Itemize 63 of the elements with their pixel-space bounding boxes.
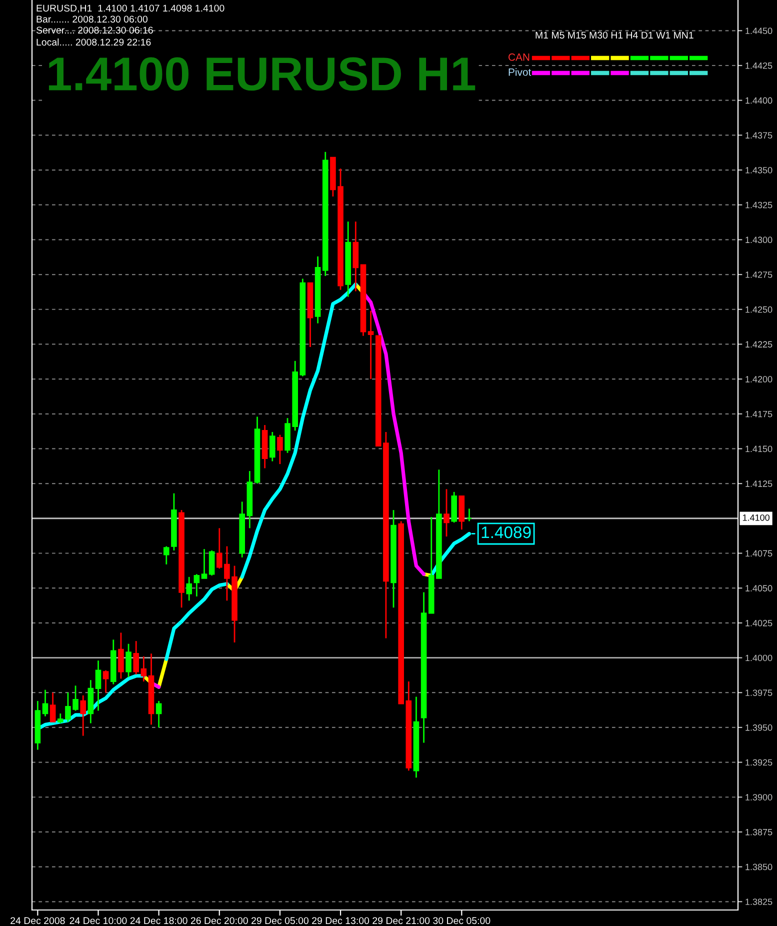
candlestick (269, 431, 276, 462)
y-tick-label: 1.4025 (746, 620, 772, 626)
annotation: Local..... 2008.12.29 22:16 (36, 38, 151, 46)
x-tick-label: 29 Dec 21:00 (372, 917, 430, 924)
y-tick-label: 1.4000 (746, 654, 772, 662)
y-tick-label: 1.4300 (746, 236, 772, 244)
y-tick-label: 1.4050 (746, 585, 772, 592)
y-tick-label: 1.4075 (746, 550, 772, 557)
y-tick-label: 1.3825 (746, 898, 772, 905)
candlestick (50, 692, 56, 723)
y-tick-label: 1.4175 (746, 410, 772, 418)
candlestick (444, 488, 450, 538)
candlestick (186, 576, 192, 602)
y-tick-label: 1.4250 (746, 306, 772, 313)
y-tick-label: 1.3975 (746, 690, 772, 696)
y-tick-label: 1.4425 (746, 62, 772, 69)
annotation: Server.... 2008.12.30 06:16 (36, 26, 153, 34)
y-tick-label: 1.4200 (746, 376, 772, 382)
annotation: Pivot (508, 68, 532, 76)
annotation: M1 M5 M15 M30 H1 H4 D1 W1 MN1 (536, 32, 694, 39)
candlestick (133, 640, 140, 676)
candlestick (277, 434, 283, 465)
y-tick-label: 1.3875 (746, 828, 772, 836)
candlestick (80, 694, 86, 736)
y-tick-label: 1.3900 (746, 794, 772, 800)
candlestick (126, 643, 132, 678)
y-tick-label: 1.3850 (746, 864, 772, 870)
x-tick-label: 24 Dec 18:00 (130, 917, 188, 924)
y-tick-label: 1.3950 (746, 724, 772, 731)
x-tick-label: 29 Dec 13:00 (312, 917, 370, 924)
candlestick (466, 508, 472, 522)
annotation: CAN (508, 53, 530, 61)
annotation: 1.4089 (482, 526, 531, 538)
annotation: EURUSD,H1 1.4100 1.4107 1.4098 1.4100 (36, 4, 224, 13)
y-tick-label: 1.4375 (746, 132, 772, 139)
x-tick-label: 29 Dec 05:00 (252, 917, 308, 924)
candlestick (42, 689, 48, 717)
y-tick-label: 1.4275 (746, 272, 772, 278)
candlestick (201, 548, 208, 580)
candlestick (194, 573, 200, 598)
y-tick-label: 1.4150 (746, 446, 772, 452)
y-tick-label: 1.3925 (746, 759, 772, 766)
x-tick-label: 24 Dec 2008 (10, 917, 65, 924)
candlestick (368, 310, 374, 380)
candlestick (102, 670, 109, 694)
candlestick (163, 546, 170, 566)
y-tick-label: 1.4125 (746, 480, 772, 487)
x-tick-label: 24 Dec 10:00 (70, 917, 127, 924)
candlestick (156, 700, 162, 728)
x-tick-label: 26 Dec 20:00 (190, 917, 248, 924)
y-tick-label: 1.4325 (746, 202, 772, 208)
y-tick-label: 1.4400 (746, 97, 772, 104)
annotation: Bar....... 2008.12.30 06:00 (36, 16, 148, 23)
y-tick-label: 1.4350 (746, 166, 772, 174)
x-tick-label: 30 Dec 05:00 (433, 917, 490, 924)
candlestick (118, 632, 124, 680)
text: 1.4100 EURUSD H1 (48, 57, 476, 91)
candlestick (95, 660, 102, 712)
candlestick (208, 550, 215, 576)
y-tick-label: 1.4225 (746, 341, 772, 348)
candlestick (140, 656, 147, 682)
ref-line-label: 1.4100 (742, 514, 770, 521)
y-tick-label: 1.4450 (746, 28, 772, 34)
